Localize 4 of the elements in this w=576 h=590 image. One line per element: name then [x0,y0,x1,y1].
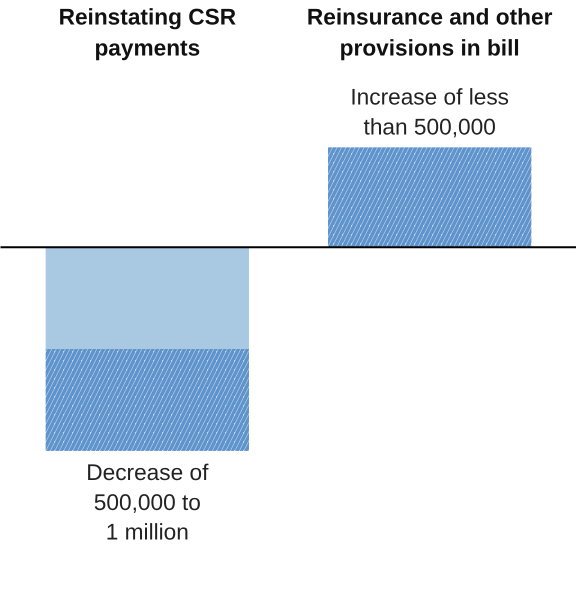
x-tick-label: Reinstating CSR payments [58,3,236,60]
annotation: Increase of less than 500,000 [350,83,510,140]
x-tick-label: Reinsurance and other provisions in bill [306,3,553,60]
annotation: Decrease of 500,000 to 1 million [86,458,210,545]
